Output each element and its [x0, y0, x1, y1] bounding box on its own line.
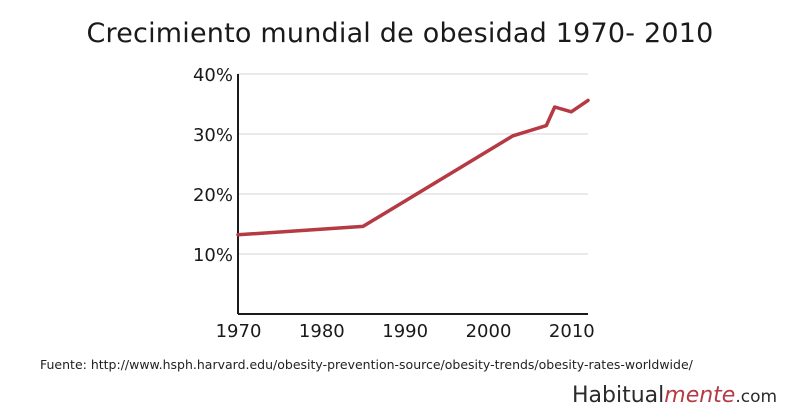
x-tick-label: 1970	[216, 321, 262, 342]
y-tick-label: 20%	[193, 185, 233, 206]
x-tick-label: 2010	[549, 321, 595, 342]
source-citation: Fuente: http://www.hsph.harvard.edu/obes…	[40, 357, 693, 372]
series-line	[236, 98, 590, 237]
chart-title: Crecimiento mundial de obesidad 1970- 20…	[86, 18, 714, 49]
y-tick-label: 10%	[193, 245, 233, 266]
grid-layer	[238, 73, 588, 255]
labels-layer: 10% 20% 30% 40% 1970 1980 1990 2000 2010	[193, 65, 595, 342]
brand-highlight: mente	[664, 383, 736, 408]
axes-layer	[237, 74, 588, 315]
brand-suffix: .com	[735, 387, 778, 407]
y-tick-label: 40%	[193, 65, 233, 86]
x-tick-label: 1990	[382, 321, 428, 342]
x-tick-label: 2000	[466, 321, 512, 342]
series-layer	[236, 98, 590, 237]
y-tick-label: 30%	[193, 125, 233, 146]
brand-logo: Habitualmente.com	[572, 383, 777, 408]
brand-prefix: Habitual	[572, 383, 665, 408]
x-tick-label: 1980	[299, 321, 345, 342]
